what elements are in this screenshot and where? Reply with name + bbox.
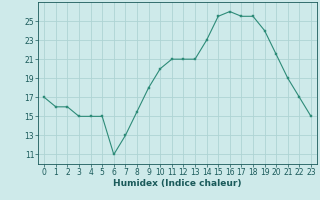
X-axis label: Humidex (Indice chaleur): Humidex (Indice chaleur) (113, 179, 242, 188)
